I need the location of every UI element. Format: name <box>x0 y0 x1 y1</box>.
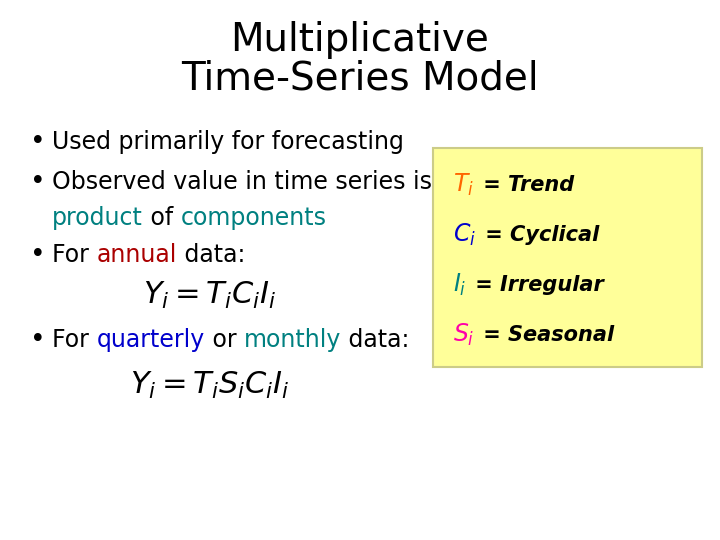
Text: data:: data: <box>176 243 245 267</box>
Text: monthly: monthly <box>244 328 341 352</box>
Text: $I_i$: $I_i$ <box>453 272 467 298</box>
Text: $C_i$: $C_i$ <box>453 222 476 248</box>
Text: = Irregular: = Irregular <box>469 275 604 295</box>
Text: Multiplicative: Multiplicative <box>230 21 490 59</box>
Text: product: product <box>52 206 143 230</box>
Text: $Y_i = T_i C_i I_i$: $Y_i = T_i C_i I_i$ <box>143 280 276 310</box>
Text: components: components <box>181 206 327 230</box>
Text: •: • <box>30 242 45 268</box>
Text: annual: annual <box>96 243 176 267</box>
Text: of: of <box>143 206 181 230</box>
Text: or: or <box>204 328 244 352</box>
Text: $S_i$: $S_i$ <box>453 322 474 348</box>
Text: For: For <box>52 328 96 352</box>
Text: •: • <box>30 169 45 195</box>
Text: $Y_i = T_i S_i C_i I_i$: $Y_i = T_i S_i C_i I_i$ <box>130 369 289 401</box>
Text: For: For <box>52 243 96 267</box>
Text: = Trend: = Trend <box>476 175 574 195</box>
Text: = Cyclical: = Cyclical <box>478 225 599 245</box>
Text: Time-Series Model: Time-Series Model <box>181 59 539 97</box>
FancyBboxPatch shape <box>433 148 702 367</box>
Text: Observed value in time series is the: Observed value in time series is the <box>52 170 478 194</box>
Text: = Seasonal: = Seasonal <box>477 325 615 345</box>
Text: •: • <box>30 327 45 353</box>
Text: •: • <box>30 129 45 155</box>
Text: $T_i$: $T_i$ <box>453 172 474 198</box>
Text: quarterly: quarterly <box>96 328 204 352</box>
Text: data:: data: <box>341 328 410 352</box>
Text: Used primarily for forecasting: Used primarily for forecasting <box>52 130 404 154</box>
